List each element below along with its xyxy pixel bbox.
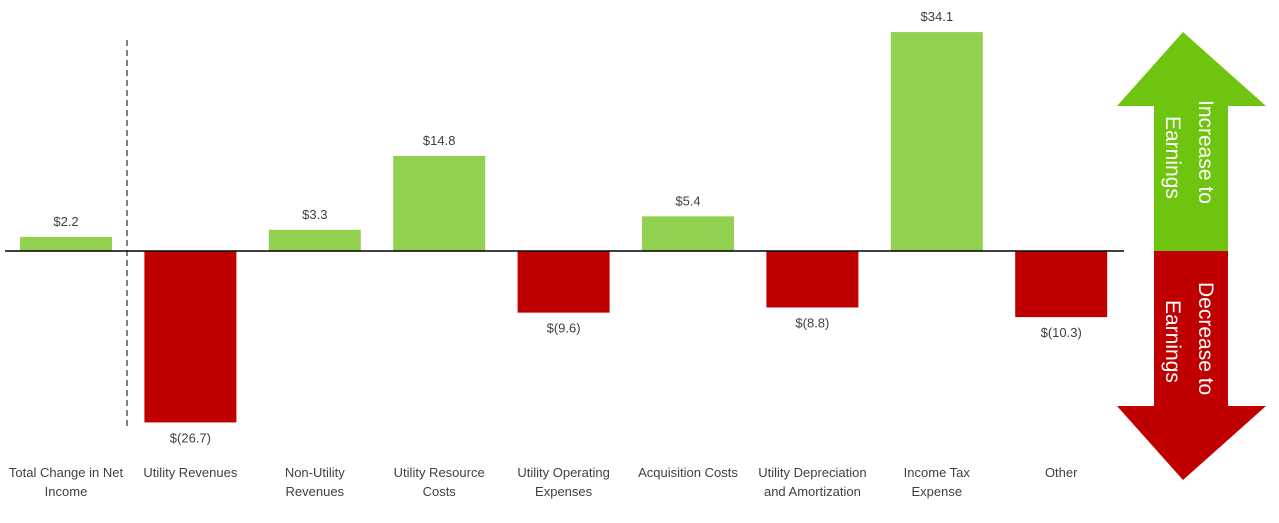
category-label-2-line-1: Revenues xyxy=(286,484,345,499)
data-label-7: $34.1 xyxy=(921,9,954,24)
bar-7 xyxy=(890,32,983,251)
category-label-6-line-1: and Amortization xyxy=(764,484,861,499)
category-label-4-line-0: Utility Operating xyxy=(517,465,609,480)
category-label-3-line-1: Costs xyxy=(423,484,457,499)
bar-8 xyxy=(1015,251,1108,318)
labels-group: $2.2 Total Change in Net Income $(26.7) Util… xyxy=(9,9,1082,499)
bar-3 xyxy=(393,155,486,251)
data-label-5: $5.4 xyxy=(675,193,700,208)
bar-1 xyxy=(144,251,237,423)
category-label-7-line-0: Income Tax xyxy=(904,465,971,480)
category-label-6-line-0: Utility Depreciation xyxy=(758,465,866,480)
category-label-7-line-1: Expense xyxy=(912,484,963,499)
decrease-label-line1: Decrease to xyxy=(1194,282,1217,395)
data-label-4: $(9.6) xyxy=(547,321,581,336)
category-label-4-line-1: Expenses xyxy=(535,484,593,499)
category-label-0-line-1: Income xyxy=(45,484,88,499)
category-label-3-line-0: Utility Resource xyxy=(394,465,485,480)
data-label-2: $3.3 xyxy=(302,207,327,222)
category-label-8-line-0: Other xyxy=(1045,465,1078,480)
earnings-direction-arrow: Increase to Earnings Decrease to Earning… xyxy=(1117,32,1266,480)
bars-group xyxy=(20,32,1108,423)
increase-label-line1: Increase to xyxy=(1194,100,1217,204)
increase-arrow-shape xyxy=(1117,32,1266,251)
bar-0 xyxy=(20,236,112,251)
bar-4 xyxy=(517,251,610,313)
data-label-3: $14.8 xyxy=(423,133,456,148)
bar-6 xyxy=(766,251,859,308)
category-label-2-line-0: Non-Utility xyxy=(285,465,345,480)
category-label-0-line-0: Total Change in Net xyxy=(9,465,124,480)
decrease-label-line2: Earnings xyxy=(1161,300,1184,383)
data-label-6: $(8.8) xyxy=(795,315,829,330)
data-label-0: $2.2 xyxy=(53,214,78,229)
decrease-arrow-shape xyxy=(1117,251,1266,480)
data-label-8: $(10.3) xyxy=(1041,325,1082,340)
bar-5 xyxy=(642,216,734,251)
category-label-1-line-0: Utility Revenues xyxy=(143,465,237,480)
bar-2 xyxy=(268,229,361,251)
data-label-1: $(26.7) xyxy=(170,430,211,445)
category-label-5-line-0: Acquisition Costs xyxy=(638,465,738,480)
increase-label-line2: Earnings xyxy=(1161,116,1184,199)
